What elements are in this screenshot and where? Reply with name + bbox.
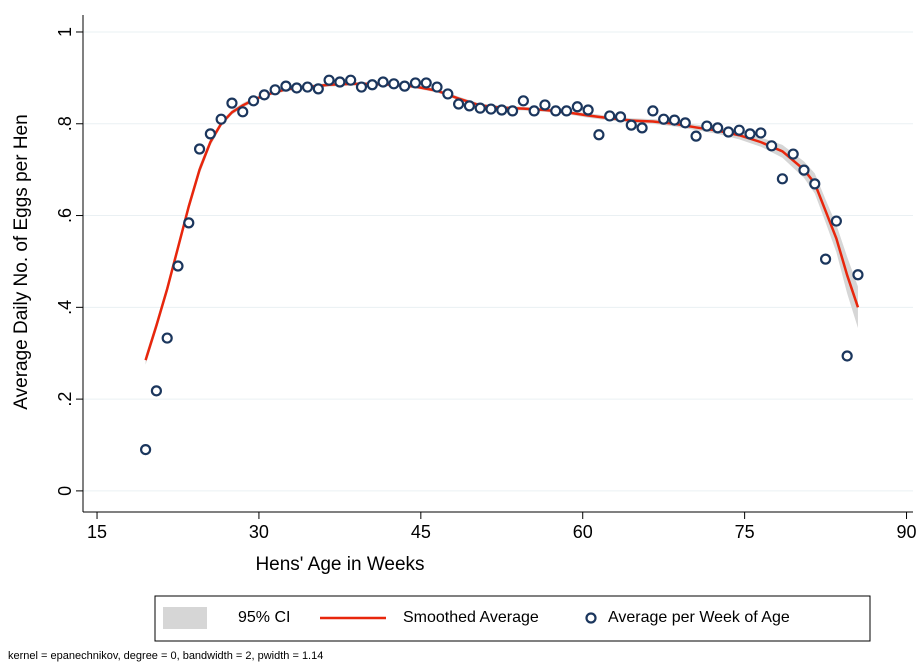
point [776,173,789,185]
point [366,79,378,91]
point [798,164,810,176]
point [852,269,864,281]
point [636,122,648,134]
point [722,126,735,138]
point [668,114,681,126]
legend-label: Average per Week of Age [608,609,790,626]
point [193,143,206,155]
point [571,101,583,113]
point [301,81,314,93]
point [517,95,529,107]
smoothed-line [144,82,860,361]
point [442,88,454,100]
point [323,74,335,86]
point [701,120,713,132]
point [614,111,627,123]
point [140,443,152,456]
point [463,100,475,112]
point [679,117,691,129]
point [204,128,216,140]
y-tick-label: 1 [55,27,75,37]
point [755,127,767,139]
point [291,82,303,94]
point [550,105,562,117]
point [744,128,756,140]
x-tick-label: 75 [735,522,755,542]
point [604,110,616,122]
x-tick-label: 60 [573,522,593,542]
y-tick-label: .8 [55,116,75,131]
point [712,122,724,134]
point [539,99,551,111]
y-tick-label: .2 [55,392,75,407]
point [345,74,357,86]
legend-box [154,595,871,642]
y-tick-label: .6 [55,208,75,223]
x-tick-label: 15 [87,522,107,542]
y-tick-label: 0 [55,486,75,496]
point [625,119,637,131]
point [766,140,778,152]
point [237,106,249,118]
point [409,77,422,89]
point [226,97,238,109]
point [819,253,832,265]
point [733,124,745,136]
point [334,76,346,88]
legend-swatch [163,607,207,629]
point [506,105,519,117]
x-tick-label: 45 [411,522,431,542]
x-axis-title: Hens' Age in Weeks [255,554,424,575]
point [496,104,508,116]
point [830,215,842,227]
point [172,260,184,272]
point [658,113,670,125]
point [377,76,389,88]
point [247,95,260,107]
point [787,148,799,160]
point [431,81,443,93]
x-tick-label: 30 [249,522,269,542]
point [560,105,573,117]
point [453,98,465,110]
point [841,350,853,362]
y-axis-title: Average Daily No. of Eggs per Hen [11,114,32,409]
y-tick-label: .4 [55,300,75,315]
point [215,113,227,125]
point [280,80,292,92]
point [593,129,605,141]
point [647,105,659,117]
point [485,103,497,115]
point [150,385,162,397]
point [183,217,195,229]
point [312,83,324,95]
ci-band [145,82,858,365]
legend-label: 95% CI [238,609,290,626]
point [420,77,432,89]
note: kernel = epanechnikov, degree = 0, bandw… [8,650,323,662]
point [809,178,821,190]
point [474,102,486,114]
legend-swatch [585,612,597,624]
point [399,80,411,92]
point [258,89,270,101]
legend-label: Smoothed Average [403,609,539,626]
point [388,78,400,90]
point [355,81,368,93]
point [690,130,702,142]
point [528,105,540,117]
point [582,104,594,116]
x-tick-label: 90 [897,522,917,542]
point [269,84,281,96]
point [161,332,173,344]
